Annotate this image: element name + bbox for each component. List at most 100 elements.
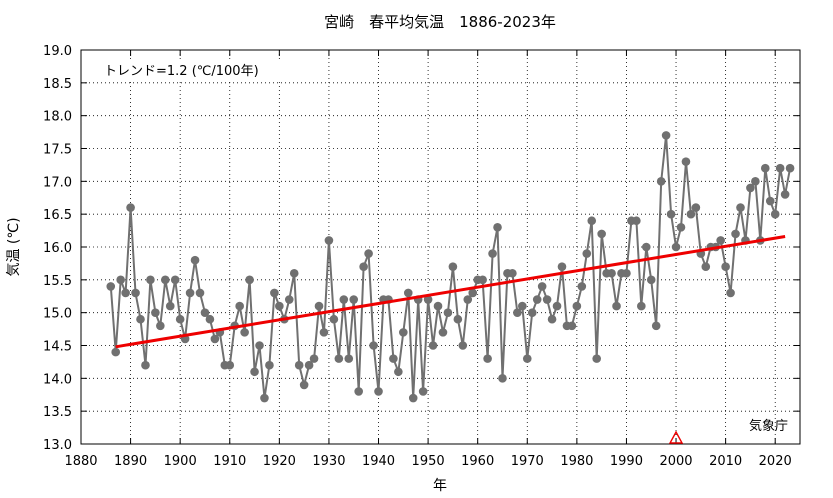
data-point <box>483 354 492 363</box>
data-point <box>294 360 304 370</box>
data-point <box>448 262 458 272</box>
data-point <box>686 209 696 219</box>
data-point <box>775 163 785 173</box>
data-point <box>587 216 597 226</box>
data-point <box>349 295 359 304</box>
x-axis-title: 年 <box>433 478 447 494</box>
x-tick-label: 1950 <box>412 454 445 469</box>
data-point <box>592 354 601 363</box>
data-point <box>572 301 582 311</box>
data-point <box>637 301 646 311</box>
data-point <box>403 288 413 298</box>
data-point <box>746 183 755 193</box>
triangle-marker-icon <box>668 430 684 444</box>
y-tick-label: 19.0 <box>43 44 72 59</box>
data-point <box>260 393 269 403</box>
data-point <box>200 308 210 317</box>
data-point <box>632 216 641 226</box>
data-point <box>195 288 205 298</box>
data-point <box>250 367 259 377</box>
series-layer <box>106 131 795 403</box>
data-point <box>666 209 676 219</box>
data-point <box>770 209 780 219</box>
data-point <box>547 314 557 324</box>
data-point <box>165 301 175 311</box>
data-point <box>121 288 130 298</box>
chart-title: 宮崎 春平均気温 1886-2023年 <box>324 13 556 31</box>
data-point <box>785 163 795 173</box>
data-point <box>131 288 140 298</box>
x-tick-label: 1920 <box>263 454 296 469</box>
data-point <box>582 249 592 258</box>
data-point <box>394 367 403 377</box>
data-point <box>344 354 354 363</box>
data-point <box>726 288 735 298</box>
x-tick-label: 1930 <box>312 454 345 469</box>
data-point <box>607 268 616 278</box>
x-tick-label: 1960 <box>461 454 494 469</box>
data-point <box>423 295 433 304</box>
data-point <box>765 196 775 206</box>
plot-frame <box>80 49 801 445</box>
data-point <box>418 387 428 396</box>
data-point <box>721 262 730 272</box>
data-point <box>513 308 522 317</box>
data-point <box>691 203 701 212</box>
data-point <box>408 393 418 403</box>
data-point <box>478 275 487 285</box>
data-point <box>339 295 349 304</box>
data-point <box>493 223 502 232</box>
data-point <box>136 314 145 324</box>
data-point <box>284 295 294 304</box>
trend-label-box <box>99 59 297 81</box>
data-point <box>567 321 577 331</box>
data-point <box>508 268 517 278</box>
data-point <box>612 301 621 311</box>
x-tick-label: 2010 <box>709 454 742 469</box>
data-point <box>463 295 473 304</box>
y-tick-label: 15.0 <box>43 307 72 322</box>
data-point <box>111 347 121 357</box>
data-point <box>458 341 468 350</box>
trend-line <box>115 235 786 349</box>
y-tick-label: 18.0 <box>43 110 72 125</box>
data-point <box>661 131 671 140</box>
data-point <box>731 229 740 239</box>
data-point <box>552 301 562 311</box>
data-point <box>304 360 314 370</box>
data-point <box>141 360 150 370</box>
x-tick-label: 1900 <box>164 454 197 469</box>
x-tick-label: 1880 <box>64 454 97 469</box>
data-point <box>716 236 725 245</box>
data-point <box>537 282 547 291</box>
data-point <box>299 380 309 390</box>
data-point <box>270 288 279 298</box>
data-point <box>240 328 249 337</box>
data-point <box>671 242 681 252</box>
grid <box>81 50 800 444</box>
data-point <box>656 177 666 186</box>
data-point <box>468 288 478 298</box>
source-label: 気象庁 <box>749 418 788 434</box>
data-point <box>443 308 453 317</box>
data-point <box>235 301 244 311</box>
data-point <box>170 275 180 285</box>
data-point <box>651 321 661 331</box>
data-point <box>265 360 274 370</box>
x-tick-label: 1910 <box>213 454 246 469</box>
data-point <box>205 314 215 324</box>
x-tick-label: 2000 <box>659 454 692 469</box>
data-point <box>760 163 770 173</box>
data-point <box>542 295 552 304</box>
data-point <box>577 282 587 291</box>
data-point <box>160 275 170 285</box>
data-point <box>225 360 235 370</box>
data-point <box>185 288 195 298</box>
y-tick-label: 16.0 <box>43 241 72 256</box>
data-point <box>324 236 334 245</box>
data-point <box>329 314 339 324</box>
data-point <box>289 268 299 278</box>
data-point <box>498 374 507 383</box>
data-point <box>146 275 155 285</box>
